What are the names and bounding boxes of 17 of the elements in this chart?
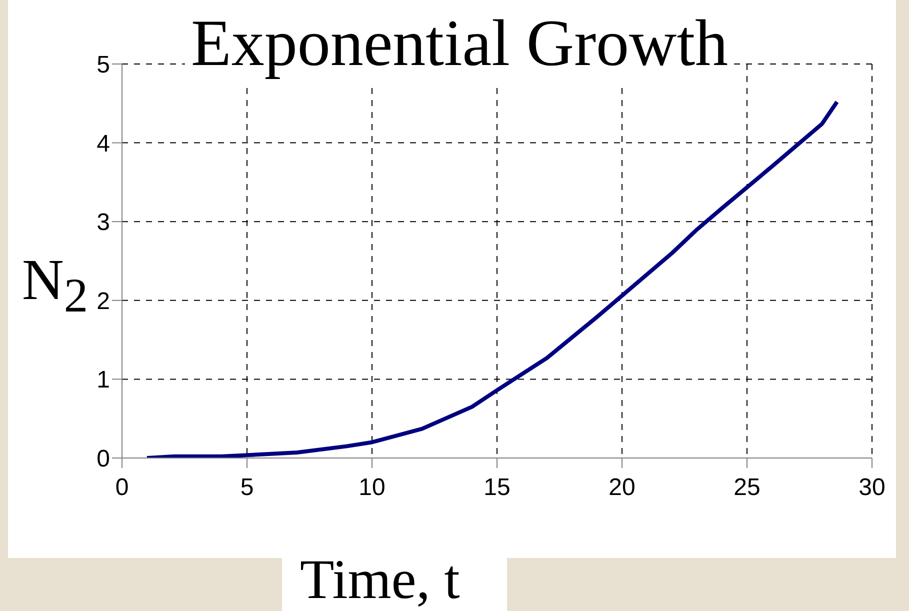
x-tick-label: 5	[240, 474, 254, 502]
line-series	[145, 100, 839, 458]
chart-title: Exponential Growth	[185, 0, 734, 88]
y-tick-label: 5	[96, 52, 110, 79]
y-tick-label: 0	[96, 446, 110, 473]
x-tick-label: 15	[484, 474, 510, 502]
y-tick-label: 1	[96, 366, 110, 394]
y-axis-title: N$_{2}$	[22, 246, 88, 325]
y-tick-label: 3	[96, 209, 110, 236]
x-axis-title: Time, t	[300, 548, 460, 611]
x-tick-label: 0	[115, 474, 129, 502]
y-tick-label: 4	[96, 130, 110, 158]
x-tick-label: 10	[358, 474, 386, 502]
x-tick-label: 25	[734, 474, 760, 502]
y-tick-label: 2	[96, 288, 110, 315]
x-tick-label: 30	[858, 474, 886, 502]
x-tick-label: 20	[608, 474, 636, 502]
